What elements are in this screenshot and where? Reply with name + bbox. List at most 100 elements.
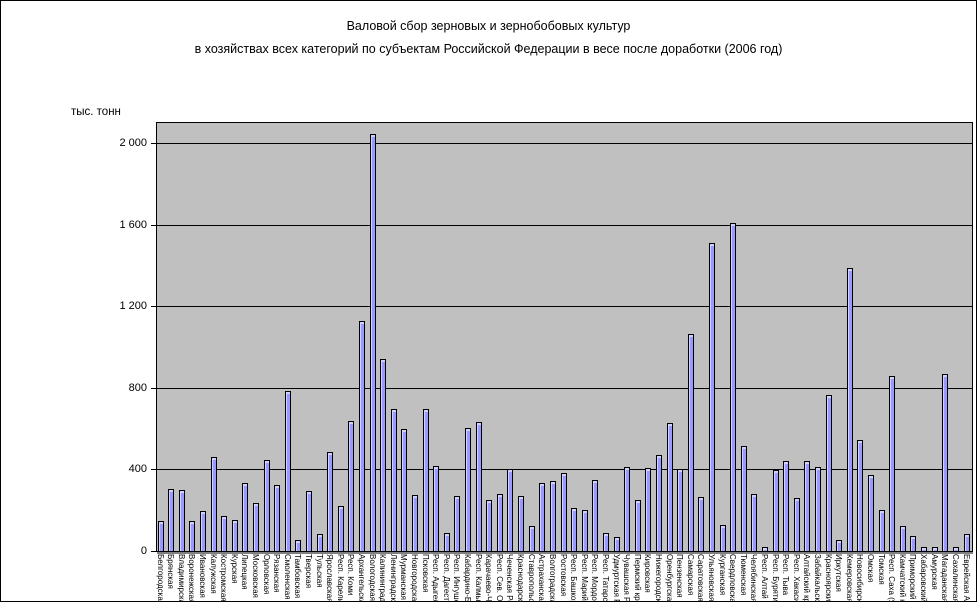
x-category-label: Свердловская — [728, 554, 737, 602]
bar — [773, 470, 779, 551]
bar — [879, 510, 885, 551]
x-category-label: Респ. Дагестан — [442, 554, 451, 602]
x-category-label: Астраханская — [537, 554, 546, 602]
x-category-label: Тамбовская — [293, 554, 302, 599]
bar — [518, 496, 524, 551]
x-category-label: Респ. Карелия — [336, 554, 345, 602]
gridline — [157, 225, 972, 226]
x-category-label: Архангельская — [357, 554, 366, 602]
x-category-label: Московская — [251, 554, 260, 598]
bar — [910, 536, 916, 551]
bar — [306, 491, 312, 551]
bar — [242, 483, 248, 551]
x-category-label: Респ. Хакасия — [792, 554, 801, 602]
bar — [751, 494, 757, 551]
x-category-label: Воронежская — [187, 554, 196, 602]
x-category-label: Ростовская — [559, 554, 568, 597]
x-category-label: Амурская — [930, 554, 939, 590]
bar — [688, 334, 694, 551]
x-category-label: Вологодская — [368, 554, 377, 601]
bar — [211, 457, 217, 551]
bar — [539, 483, 545, 551]
gridline — [157, 388, 972, 389]
bar — [370, 134, 376, 551]
bar — [667, 423, 673, 551]
bar — [741, 446, 747, 551]
x-category-label: Псковская — [421, 554, 430, 593]
bar — [932, 547, 938, 551]
bar — [592, 480, 598, 551]
bar — [168, 489, 174, 551]
x-category-label: Респ. Калмыкия — [474, 554, 483, 602]
bar — [698, 497, 704, 551]
bar — [317, 534, 323, 551]
bar — [179, 490, 185, 551]
bar — [571, 508, 577, 551]
x-category-label: Саратовская — [696, 554, 705, 602]
bar — [497, 494, 503, 551]
y-tick-label: 0 — [140, 545, 147, 557]
bar — [709, 243, 715, 551]
bar — [529, 526, 535, 551]
bar — [348, 421, 354, 551]
bar — [274, 485, 280, 551]
x-category-label: Забайкальский край — [813, 554, 822, 602]
bar — [476, 422, 482, 551]
x-category-label: Челябинская — [749, 554, 758, 602]
bar — [359, 321, 365, 551]
x-category-label: Смоленская — [283, 554, 292, 600]
x-category-label: Владимирская — [177, 554, 186, 602]
x-category-label: Кемеровская — [845, 554, 854, 602]
x-category-label: Самарская — [686, 554, 695, 596]
chart-title-line-1: Валовой сбор зерновых и зернобобовых кул… — [346, 19, 631, 33]
bar — [253, 503, 259, 551]
bar — [582, 510, 588, 551]
y-tick-label: 400 — [128, 463, 147, 475]
bar — [391, 409, 397, 551]
y-tick-label: 1 600 — [119, 219, 147, 231]
bar — [561, 473, 567, 551]
x-category-label: Курганская — [718, 554, 727, 596]
bar — [189, 521, 195, 551]
x-category-label: Новосибирская — [855, 554, 864, 602]
bar — [507, 469, 513, 551]
bar — [677, 469, 683, 551]
bar — [762, 547, 768, 551]
chart-title-line-2: в хозяйствах всех категорий по субъектам… — [194, 42, 783, 56]
x-category-label: Краснодарский край — [516, 554, 525, 602]
x-category-label: Респ. Мордовия — [590, 554, 599, 602]
bar — [423, 409, 429, 551]
y-axis-tick — [151, 388, 156, 389]
bar — [868, 475, 874, 551]
gridline — [157, 143, 972, 144]
bar — [285, 391, 291, 551]
bar — [401, 429, 407, 551]
x-category-label: Ульяновская — [707, 554, 716, 602]
x-category-label: Чувашская Респ. — [622, 554, 631, 602]
x-category-label: Ленинградская — [389, 554, 398, 602]
y-tick-label: 1 200 — [119, 300, 147, 312]
x-category-label: Волгоградская — [548, 554, 557, 602]
x-category-label: Новгородская — [410, 554, 419, 602]
x-category-label: Белгородская — [156, 554, 165, 602]
x-category-label: Кировская — [643, 554, 652, 593]
bar — [158, 521, 164, 551]
x-category-label: Респ. Алтай — [760, 554, 769, 599]
x-category-label: Сахалинская — [951, 554, 960, 602]
x-category-label: Калужская — [209, 554, 218, 594]
bar — [889, 376, 895, 551]
bar — [454, 496, 460, 551]
x-category-label: Липецкая — [240, 554, 249, 590]
bar — [857, 440, 863, 551]
y-tick-label: 800 — [128, 382, 147, 394]
x-category-label: Оренбургская — [665, 554, 674, 602]
x-category-label: Хабаровский край — [919, 554, 928, 602]
x-category-label: Еврейская АО — [962, 554, 971, 602]
x-category-label: Тульская — [315, 554, 324, 588]
x-category-label: Мурманская — [399, 554, 408, 600]
bar — [264, 460, 270, 551]
x-category-label: Респ. Адыгея — [431, 554, 440, 602]
plot-bottom-shadow — [157, 552, 973, 554]
x-category-label: Респ. Коми — [346, 554, 355, 596]
